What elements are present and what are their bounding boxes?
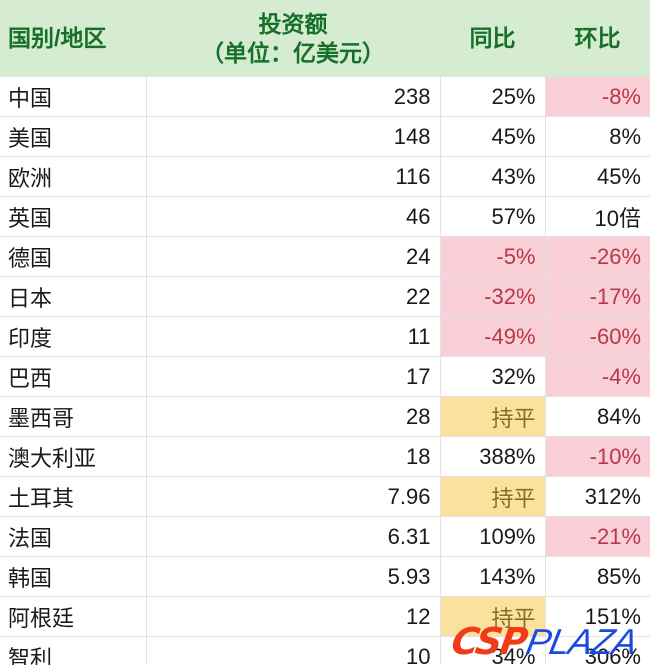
cell-region[interactable]: 澳大利亚: [0, 436, 147, 477]
table-header: 国别/地区 投资额 （单位：亿美元） 同比 环比: [0, 0, 650, 77]
table-row: 美国 148 45% 8%: [0, 116, 650, 157]
table-row: 澳大利亚 18 388% -10%: [0, 436, 650, 477]
table-row: 中国 238 25% -8%: [0, 77, 650, 117]
cell-amount[interactable]: 46: [146, 196, 441, 237]
cell-mom[interactable]: -60%: [545, 316, 650, 357]
cell-region[interactable]: 德国: [0, 236, 147, 277]
cell-yoy[interactable]: 143%: [440, 556, 546, 597]
cell-mom[interactable]: 151%: [545, 596, 650, 637]
cell-region[interactable]: 中国: [0, 77, 147, 117]
cell-yoy[interactable]: -5%: [440, 236, 546, 277]
column-header-mom[interactable]: 环比: [545, 0, 650, 77]
cell-yoy[interactable]: 持平: [440, 396, 546, 437]
cell-amount[interactable]: 10: [146, 636, 441, 665]
table-row: 法国 6.31 109% -21%: [0, 516, 650, 557]
cell-yoy[interactable]: 45%: [440, 116, 546, 157]
cell-yoy[interactable]: 43%: [440, 156, 546, 197]
cell-yoy[interactable]: 25%: [440, 77, 546, 117]
column-header-region[interactable]: 国别/地区: [0, 0, 146, 77]
cell-amount[interactable]: 238: [146, 77, 441, 117]
cell-region[interactable]: 印度: [0, 316, 147, 357]
cell-mom[interactable]: 85%: [545, 556, 650, 597]
cell-mom[interactable]: 45%: [545, 156, 650, 197]
cell-amount[interactable]: 6.31: [146, 516, 441, 557]
cell-yoy[interactable]: 持平: [440, 596, 546, 637]
table-row: 英国 46 57% 10倍: [0, 196, 650, 237]
cell-region[interactable]: 巴西: [0, 356, 147, 397]
cell-region[interactable]: 美国: [0, 116, 147, 157]
table-row: 土耳其 7.96 持平 312%: [0, 476, 650, 517]
cell-yoy[interactable]: 34%: [440, 636, 546, 665]
column-header-yoy[interactable]: 同比: [440, 0, 545, 77]
cell-amount[interactable]: 17: [146, 356, 441, 397]
cell-region[interactable]: 土耳其: [0, 476, 147, 517]
table-row: 德国 24 -5% -26%: [0, 236, 650, 277]
cell-mom[interactable]: -4%: [545, 356, 650, 397]
cell-mom[interactable]: -21%: [545, 516, 650, 557]
cell-amount[interactable]: 18: [146, 436, 441, 477]
cell-yoy[interactable]: -32%: [440, 276, 546, 317]
cell-mom[interactable]: -26%: [545, 236, 650, 277]
cell-region[interactable]: 英国: [0, 196, 147, 237]
cell-region[interactable]: 墨西哥: [0, 396, 147, 437]
cell-yoy[interactable]: 109%: [440, 516, 546, 557]
cell-region[interactable]: 阿根廷: [0, 596, 147, 637]
cell-mom[interactable]: 312%: [545, 476, 650, 517]
cell-mom[interactable]: 306%: [545, 636, 650, 665]
column-header-amount-unit: （单位：亿美元）: [201, 39, 385, 66]
cell-region[interactable]: 法国: [0, 516, 147, 557]
column-header-amount-line1: 投资额: [258, 11, 328, 38]
table-row: 韩国 5.93 143% 85%: [0, 556, 650, 597]
cell-mom[interactable]: 84%: [545, 396, 650, 437]
header-row: 国别/地区 投资额 （单位：亿美元） 同比 环比: [0, 0, 650, 77]
table-body: 中国 238 25% -8% 美国 148 45% 8% 欧洲 116 43% 45% 英国 46 57% 1…: [0, 77, 650, 665]
cell-amount[interactable]: 116: [146, 156, 441, 197]
cell-amount[interactable]: 28: [146, 396, 441, 437]
cell-mom[interactable]: 10倍: [545, 196, 650, 237]
cell-amount[interactable]: 11: [146, 316, 441, 357]
cell-amount[interactable]: 5.93: [146, 556, 441, 597]
table-row: 阿根廷 12 持平 151%: [0, 596, 650, 637]
cell-amount[interactable]: 12: [146, 596, 441, 637]
column-header-amount[interactable]: 投资额 （单位：亿美元）: [146, 0, 440, 77]
cell-yoy[interactable]: 57%: [440, 196, 546, 237]
cell-region[interactable]: 智利: [0, 636, 147, 665]
cell-amount[interactable]: 24: [146, 236, 441, 277]
cell-mom[interactable]: -17%: [545, 276, 650, 317]
cell-mom[interactable]: 8%: [545, 116, 650, 157]
table-row: 墨西哥 28 持平 84%: [0, 396, 650, 437]
table-row: 智利 10 34% 306%: [0, 636, 650, 665]
cell-yoy[interactable]: -49%: [440, 316, 546, 357]
table-row: 巴西 17 32% -4%: [0, 356, 650, 397]
cell-region[interactable]: 欧洲: [0, 156, 147, 197]
cell-yoy[interactable]: 持平: [440, 476, 546, 517]
cell-yoy[interactable]: 388%: [440, 436, 546, 477]
cell-amount[interactable]: 22: [146, 276, 441, 317]
table-row: 欧洲 116 43% 45%: [0, 156, 650, 197]
cell-mom[interactable]: -10%: [545, 436, 650, 477]
cell-amount[interactable]: 7.96: [146, 476, 441, 517]
cell-yoy[interactable]: 32%: [440, 356, 546, 397]
table-row: 日本 22 -32% -17%: [0, 276, 650, 317]
cell-amount[interactable]: 148: [146, 116, 441, 157]
table-row: 印度 11 -49% -60%: [0, 316, 650, 357]
cell-region[interactable]: 日本: [0, 276, 147, 317]
cell-mom[interactable]: -8%: [545, 77, 650, 117]
cell-region[interactable]: 韩国: [0, 556, 147, 597]
